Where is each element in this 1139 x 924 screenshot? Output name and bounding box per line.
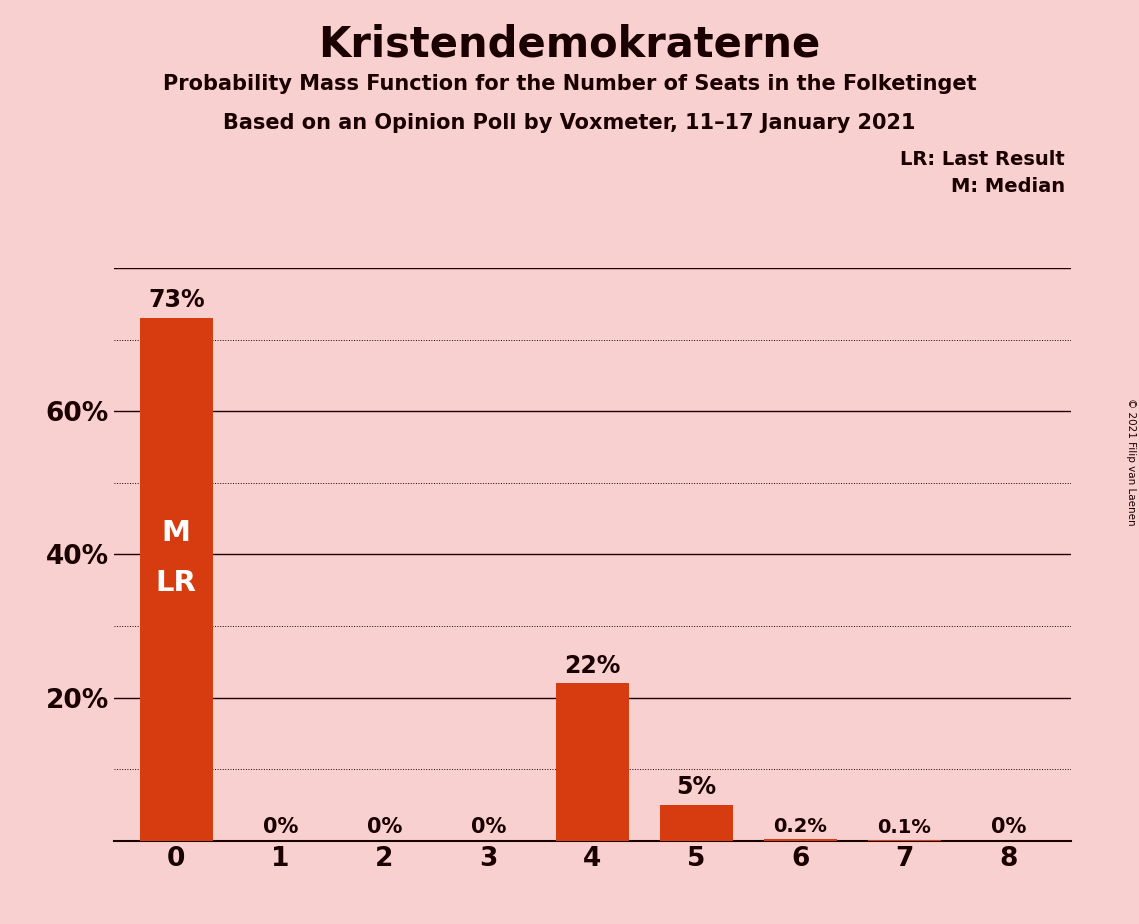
Text: M: M — [162, 519, 191, 547]
Text: LR: Last Result: LR: Last Result — [900, 150, 1065, 169]
Text: 0.2%: 0.2% — [773, 817, 827, 836]
Text: 5%: 5% — [677, 775, 716, 799]
Bar — [764, 839, 837, 841]
Bar — [659, 805, 732, 841]
Text: Kristendemokraterne: Kristendemokraterne — [319, 23, 820, 65]
Text: 0%: 0% — [263, 817, 298, 836]
Text: LR: LR — [156, 569, 197, 597]
Text: © 2021 Filip van Laenen: © 2021 Filip van Laenen — [1126, 398, 1136, 526]
Text: Based on an Opinion Poll by Voxmeter, 11–17 January 2021: Based on an Opinion Poll by Voxmeter, 11… — [223, 113, 916, 133]
Text: 0%: 0% — [367, 817, 402, 836]
Bar — [556, 684, 629, 841]
Text: M: Median: M: Median — [951, 177, 1065, 197]
Text: Probability Mass Function for the Number of Seats in the Folketinget: Probability Mass Function for the Number… — [163, 74, 976, 94]
Text: 22%: 22% — [564, 653, 621, 677]
Text: 73%: 73% — [148, 288, 205, 312]
Bar — [140, 318, 213, 841]
Text: 0.1%: 0.1% — [877, 818, 932, 836]
Text: 0%: 0% — [470, 817, 506, 836]
Text: 0%: 0% — [991, 817, 1026, 836]
